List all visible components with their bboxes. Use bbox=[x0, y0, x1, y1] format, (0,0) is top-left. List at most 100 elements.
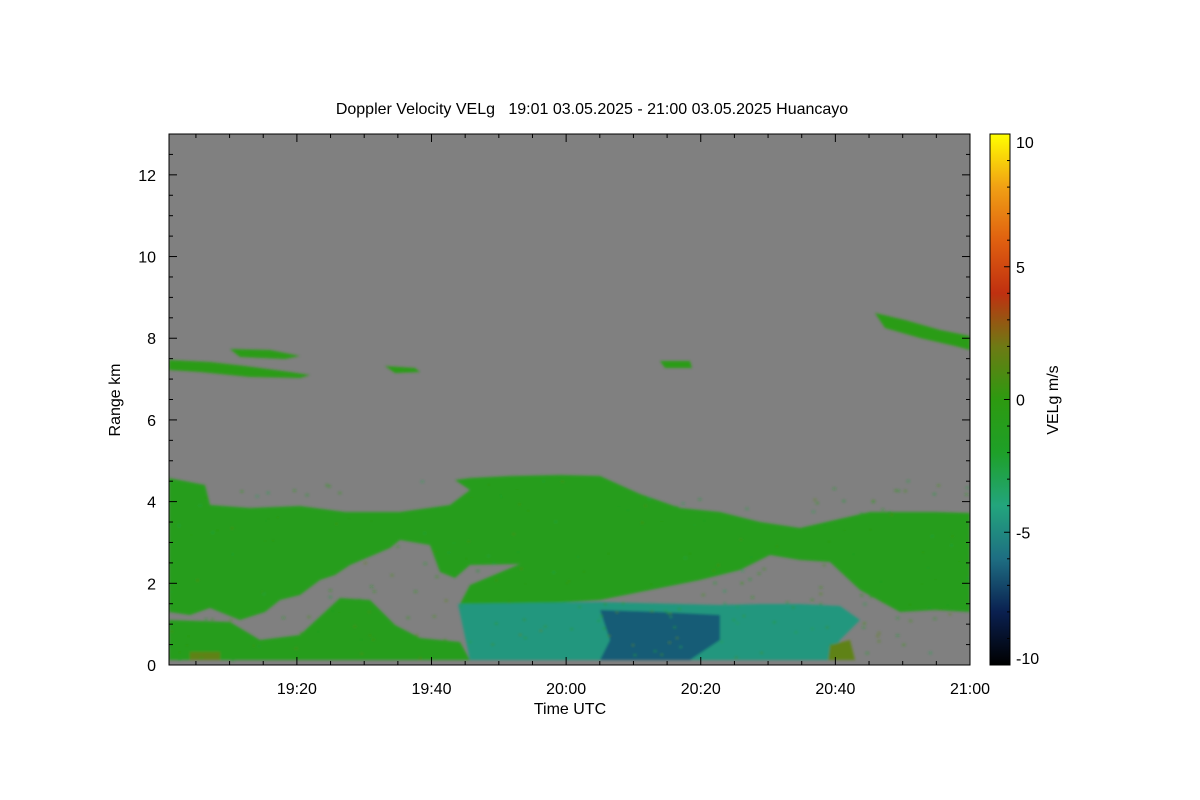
speckle bbox=[889, 513, 893, 516]
speckle bbox=[435, 507, 439, 510]
speckle bbox=[734, 656, 738, 659]
speckle bbox=[742, 615, 746, 617]
speckle bbox=[423, 532, 427, 535]
speckle bbox=[760, 651, 764, 654]
velocity-regions bbox=[169, 313, 970, 662]
speckle bbox=[819, 603, 823, 605]
speckle bbox=[266, 491, 270, 494]
speckle bbox=[327, 485, 331, 488]
speckle bbox=[815, 502, 819, 505]
lower-cloud-base bbox=[169, 598, 470, 660]
speckle bbox=[263, 540, 267, 542]
speckle bbox=[266, 517, 270, 520]
downdraft-core bbox=[600, 610, 720, 660]
speckle bbox=[447, 551, 451, 554]
colorbar-tick-label: 0 bbox=[1016, 393, 1025, 410]
speckle bbox=[723, 590, 727, 593]
speckle bbox=[673, 582, 677, 585]
speckle bbox=[252, 644, 256, 647]
speckle bbox=[492, 562, 496, 565]
speckle bbox=[832, 487, 836, 490]
speckle bbox=[476, 569, 480, 572]
speckle bbox=[415, 634, 419, 637]
speckle bbox=[897, 489, 901, 492]
speckle bbox=[871, 500, 875, 503]
speckle bbox=[842, 500, 846, 503]
speckle bbox=[452, 542, 456, 544]
speckle bbox=[879, 580, 883, 583]
speckle bbox=[260, 591, 264, 593]
speckle bbox=[581, 509, 585, 512]
speckle bbox=[327, 523, 331, 526]
speckle bbox=[909, 619, 913, 622]
speckle bbox=[751, 596, 754, 599]
speckle bbox=[701, 593, 705, 596]
speckle bbox=[257, 645, 261, 648]
colorbar-label: VELg m/s bbox=[1045, 365, 1062, 434]
speckle bbox=[626, 509, 630, 512]
colorbar-tick-label: -10 bbox=[1016, 651, 1039, 668]
speckle bbox=[679, 646, 683, 648]
speckle bbox=[823, 523, 827, 526]
colorbar-ticks: 10 5 0 -5 -10 bbox=[1004, 133, 1039, 668]
speckle bbox=[334, 522, 338, 525]
speckle bbox=[443, 638, 447, 641]
speckle bbox=[196, 579, 199, 582]
speckle bbox=[231, 659, 235, 662]
speckle bbox=[677, 608, 681, 611]
speckle bbox=[965, 486, 969, 489]
speckle bbox=[965, 493, 968, 496]
speckle bbox=[862, 622, 866, 625]
speckle bbox=[444, 599, 448, 602]
speckle bbox=[264, 519, 268, 522]
speckle bbox=[702, 519, 706, 522]
speckle bbox=[896, 617, 900, 619]
speckle bbox=[937, 484, 941, 487]
speckle bbox=[576, 555, 580, 558]
upper-layer-left-patch bbox=[230, 349, 300, 359]
speckle bbox=[282, 616, 285, 619]
speckle bbox=[357, 598, 361, 601]
speckle bbox=[240, 490, 244, 493]
y-tick-label: 6 bbox=[147, 413, 156, 430]
upper-layer-left bbox=[169, 360, 310, 378]
upper-layer-right bbox=[875, 313, 970, 350]
plot-area bbox=[169, 134, 970, 665]
speckle bbox=[688, 552, 692, 555]
speckle bbox=[390, 574, 394, 577]
speckle bbox=[881, 600, 885, 603]
speckle bbox=[178, 551, 182, 554]
ground-clutter-left bbox=[190, 652, 220, 660]
speckle bbox=[565, 582, 569, 585]
x-tick-label: 21:00 bbox=[950, 681, 990, 698]
y-tick-label: 12 bbox=[138, 168, 156, 185]
speckle bbox=[523, 637, 527, 639]
x-tick-label: 20:00 bbox=[546, 681, 586, 698]
y-tick-label: 4 bbox=[147, 495, 156, 512]
speckle bbox=[185, 644, 189, 647]
speckle bbox=[653, 650, 657, 653]
y-tick-label: 10 bbox=[138, 250, 156, 267]
speckle bbox=[293, 489, 296, 492]
speckle bbox=[368, 634, 372, 637]
speckle bbox=[906, 480, 910, 483]
speckle bbox=[810, 599, 814, 602]
speckle bbox=[542, 480, 546, 483]
speckle bbox=[499, 494, 502, 497]
speckle bbox=[791, 606, 795, 609]
speckle bbox=[748, 578, 752, 581]
colorbar-tick-label: 5 bbox=[1016, 260, 1025, 277]
speckle bbox=[353, 625, 357, 628]
speckle bbox=[928, 651, 932, 654]
speckle bbox=[607, 634, 611, 637]
speckle bbox=[741, 569, 744, 572]
speckle bbox=[370, 585, 374, 588]
speckle bbox=[842, 529, 846, 532]
speckle bbox=[868, 528, 872, 531]
speckle bbox=[921, 551, 925, 554]
x-tick-label: 19:20 bbox=[277, 681, 317, 698]
speckle bbox=[745, 507, 749, 510]
speckle bbox=[518, 503, 521, 506]
speckle bbox=[420, 480, 424, 483]
speckle bbox=[948, 613, 952, 616]
